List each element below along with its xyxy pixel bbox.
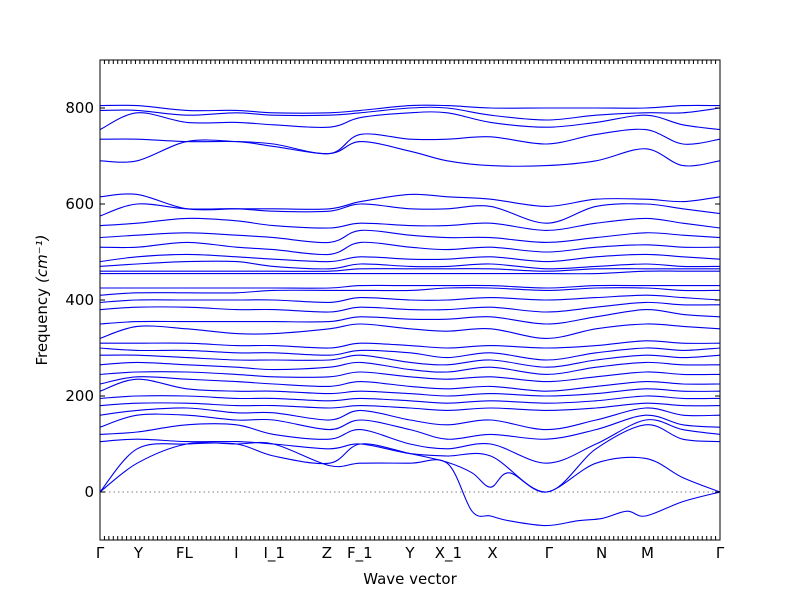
y-tick-label-200: 200 xyxy=(65,387,94,405)
x-tick-label-9: X xyxy=(487,544,497,562)
band-line-11 xyxy=(100,361,720,375)
band-line-0 xyxy=(100,441,720,527)
x-tick-label-13: Γ xyxy=(716,544,725,562)
x-axis: Γ Y FL I I_1 Z F_1 Y X_1 X Γ N M Γ xyxy=(96,544,725,563)
y-axis-title-unit: (cm⁻¹) xyxy=(33,235,51,284)
band-line-21 xyxy=(100,270,720,275)
band-line-31 xyxy=(100,128,720,155)
band-line-8 xyxy=(100,378,720,397)
band-line-23 xyxy=(100,260,720,270)
band-line-22 xyxy=(100,268,720,272)
band-line-24 xyxy=(100,253,720,263)
band-line-9 xyxy=(100,376,720,392)
band-line-1 xyxy=(100,442,720,493)
band-line-28 xyxy=(100,203,720,224)
y-tick-label-0: 0 xyxy=(84,483,94,501)
band-line-18 xyxy=(100,294,720,303)
band-line-17 xyxy=(100,301,720,313)
band-line-20 xyxy=(100,284,720,289)
x-tick-label-8: X_1 xyxy=(435,544,462,563)
band-line-7 xyxy=(100,395,720,404)
y-tick-label-800: 800 xyxy=(65,99,94,117)
band-line-34 xyxy=(100,104,720,114)
y-tick-label-600: 600 xyxy=(65,195,94,213)
band-lines xyxy=(100,104,720,527)
high-symmetry-ticks xyxy=(99,60,721,540)
band-line-19 xyxy=(100,287,720,296)
x-axis-title: Wave vector xyxy=(363,570,457,588)
y-axis-title-text: Frequency xyxy=(33,288,51,366)
band-line-15 xyxy=(100,323,720,339)
band-line-5 xyxy=(100,407,720,431)
x-tick-label-0: Γ xyxy=(96,544,105,562)
band-line-27 xyxy=(100,217,720,231)
band-line-4 xyxy=(100,413,720,440)
y-axis-title: Frequency (cm⁻¹) xyxy=(33,235,51,366)
band-line-12 xyxy=(100,354,720,368)
band-line-25 xyxy=(100,241,720,256)
x-tick-label-6: F_1 xyxy=(347,544,373,563)
band-line-13 xyxy=(100,347,720,361)
band-line-26 xyxy=(100,229,720,244)
x-tick-label-5: Z xyxy=(322,544,332,562)
band-line-10 xyxy=(100,371,720,383)
band-line-14 xyxy=(100,340,720,349)
plot-frame xyxy=(99,59,721,541)
x-tick-label-11: N xyxy=(596,544,607,562)
band-line-30 xyxy=(100,139,720,167)
band-line-16 xyxy=(100,309,720,325)
x-tick-label-4: I_1 xyxy=(263,544,284,563)
band-line-6 xyxy=(100,402,720,411)
x-tick-label-2: FL xyxy=(176,544,194,562)
band-line-2 xyxy=(100,424,720,493)
band-line-3 xyxy=(100,419,720,464)
x-tick-label-1: Y xyxy=(133,544,144,562)
x-tick-label-12: M xyxy=(641,544,654,562)
band-line-32 xyxy=(100,111,720,131)
x-tick-label-10: Γ xyxy=(545,544,554,562)
band-line-29 xyxy=(100,193,720,211)
y-axis: 0 200 400 600 800 xyxy=(65,99,720,501)
x-tick-label-3: I xyxy=(234,544,238,562)
y-tick-label-400: 400 xyxy=(65,291,94,309)
x-tick-label-7: Y xyxy=(404,544,415,562)
band-line-33 xyxy=(100,106,720,121)
